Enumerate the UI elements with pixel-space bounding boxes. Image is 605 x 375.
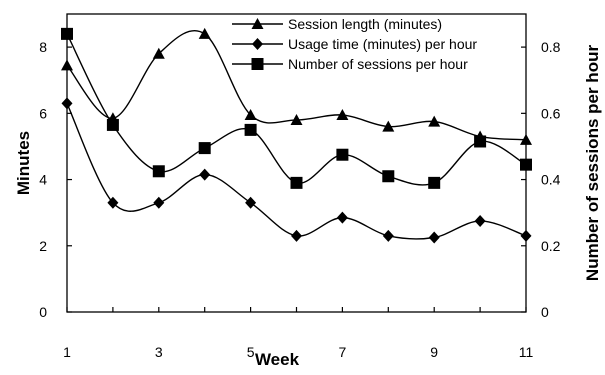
y2-tick-label: 0	[541, 304, 549, 320]
series-line	[66, 29, 527, 141]
square-point	[198, 142, 211, 155]
legend-diamond-marker	[252, 38, 263, 50]
legend-item: Usage time (minutes) per hour	[232, 36, 477, 52]
series-layer	[61, 27, 532, 244]
square-point	[290, 176, 303, 189]
triangle-point	[428, 115, 441, 127]
y-tick-label: 8	[39, 39, 47, 55]
triangle-point	[198, 27, 211, 39]
x-tick-label: 1	[63, 344, 71, 360]
y2-tick-label: 0.2	[541, 238, 561, 254]
diamond-point	[107, 196, 119, 209]
legend-item: Number of sessions per hour	[232, 56, 468, 72]
square-point	[382, 170, 395, 183]
y-tick-label: 2	[39, 238, 47, 254]
square-point	[520, 158, 532, 171]
diamond-point	[382, 229, 394, 242]
legend-label: Usage time (minutes) per hour	[288, 36, 477, 52]
triangle-point	[152, 47, 165, 59]
y2-tick-label: 0.6	[541, 105, 561, 121]
y-tick-label: 0	[39, 304, 47, 320]
square-point	[106, 118, 119, 131]
triangle-point	[290, 113, 303, 125]
x-tick-label: 11	[519, 344, 534, 360]
x-tick-label: 9	[430, 344, 438, 360]
legend-square-marker	[251, 58, 264, 70]
diamond-point	[520, 229, 532, 242]
square-point	[336, 148, 349, 161]
square-point	[244, 123, 257, 136]
diamond-point	[474, 214, 486, 227]
y2-axis-title: Number of sessions per hour	[583, 45, 602, 282]
square-point	[474, 135, 487, 148]
square-point	[61, 27, 73, 40]
series-diamond	[61, 97, 532, 244]
y2-tick-label: 0.8	[541, 39, 561, 55]
diamond-point	[428, 231, 440, 244]
legend: Session length (minutes) Usage time (minu…	[232, 16, 477, 72]
x-tick-label: 5	[247, 344, 255, 360]
triangle-point	[61, 59, 73, 71]
y-tick-label: 4	[39, 172, 47, 188]
x-axis-title: Week	[255, 350, 300, 369]
y2-tick-label: 0.4	[541, 172, 561, 188]
square-point	[428, 176, 441, 189]
triangle-point	[382, 120, 395, 132]
diamond-point	[199, 168, 211, 181]
triangle-point	[336, 108, 349, 120]
diamond-point	[61, 97, 73, 110]
legend-triangle-marker	[251, 18, 264, 29]
diamond-point	[245, 196, 257, 209]
legend-item: Session length (minutes)	[232, 16, 442, 32]
x-tick-label: 7	[339, 344, 347, 360]
diamond-point	[291, 229, 302, 242]
diamond-point	[336, 211, 348, 224]
triangle-point	[244, 108, 257, 120]
y-axis-title: Minutes	[14, 131, 33, 195]
triangle-point	[520, 133, 532, 145]
series-square	[61, 27, 532, 189]
legend-label: Number of sessions per hour	[288, 56, 468, 72]
square-point	[152, 165, 165, 178]
axes: 0 2 4 6 8 0 0.2 0.4 0.6 0.8 1 3 5 7 9 11	[39, 13, 561, 360]
y-tick-label: 6	[39, 105, 47, 121]
legend-label: Session length (minutes)	[288, 16, 442, 32]
diamond-point	[153, 196, 165, 209]
x-tick-label: 3	[155, 344, 163, 360]
